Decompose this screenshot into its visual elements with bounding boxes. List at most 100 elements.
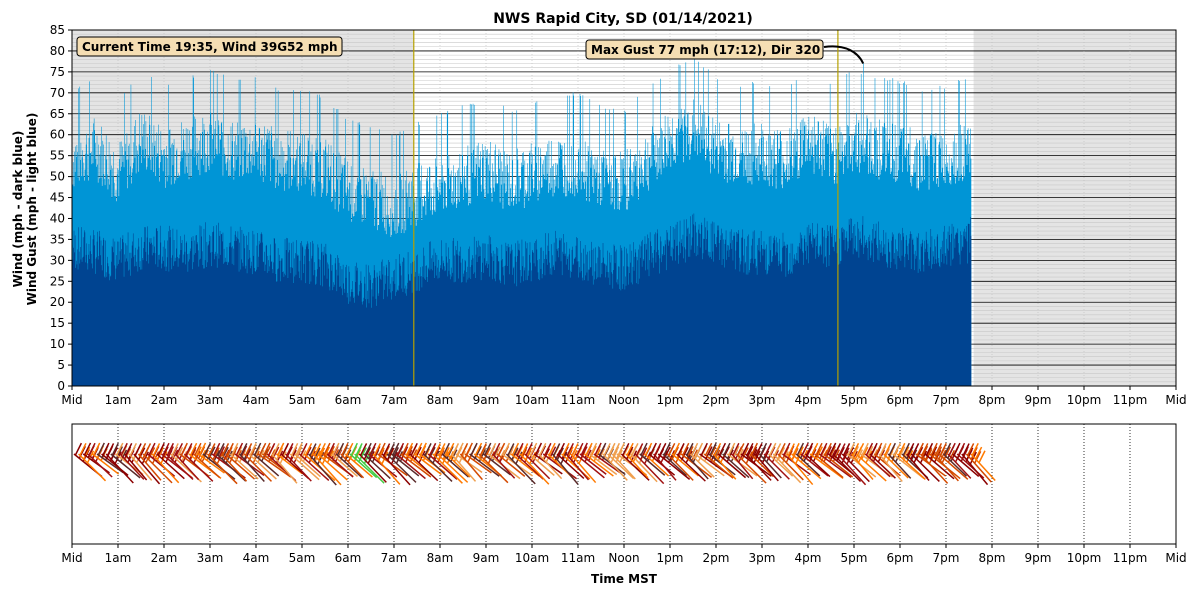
x-lower-tick-label: 11pm (1113, 551, 1148, 565)
wind-barb-feather (263, 442, 271, 456)
wind-barb-feather (846, 446, 855, 460)
wind-barb-staff (791, 453, 822, 480)
wind-barb-feather (924, 448, 933, 462)
wind-barb-feather (410, 442, 418, 456)
wind-barb-staff (326, 453, 354, 478)
wind-barb-feather (580, 442, 588, 456)
wind-barb-feather (166, 442, 175, 456)
x-upper-tick-label: 1pm (657, 393, 684, 407)
wind-barb-feather (171, 443, 179, 456)
wind-barb-staff (183, 453, 214, 482)
wind-barb-feather (102, 442, 110, 456)
wind-barb-feather (304, 446, 312, 460)
y-tick-label: 60 (50, 128, 65, 142)
wind-barb-feather (322, 446, 331, 460)
x-lower-tick-label: 1pm (657, 551, 684, 565)
wind-series (72, 213, 972, 386)
wind-barb-staff (354, 453, 385, 484)
wind-barb-feather (317, 447, 326, 461)
wind-barb-feather (493, 442, 501, 456)
x-lower-tick-label: 4pm (795, 551, 822, 565)
wind-barb-staff (878, 453, 903, 483)
wind-barb-staff (754, 453, 779, 482)
current-time-annotation: Current Time 19:35, Wind 39G52 mph (76, 36, 343, 57)
wind-barb-feather (750, 449, 758, 462)
wind-barb-feather (969, 451, 977, 465)
wind-barb-feather (924, 447, 933, 460)
wind-barb-feather (83, 446, 91, 460)
wind-barb-feather (79, 443, 87, 456)
wind-barb-staff (469, 453, 500, 477)
wind-barb-feather (123, 448, 132, 462)
wind-barb-staff (735, 453, 767, 484)
wind-barb-feather (332, 442, 340, 456)
wind-barb-staff (823, 453, 854, 478)
wind-barb-staff (924, 453, 955, 480)
wind-barb-feather (801, 442, 809, 456)
wind-barb-feather (382, 443, 391, 456)
wind-barb-feather (396, 442, 405, 456)
wind-barb-feather (672, 442, 680, 456)
wind-barb-feather (148, 442, 156, 456)
wind-barb-feather (769, 442, 777, 456)
x-lower-tick-label: Mid (1165, 551, 1186, 565)
wind-barb-staff (634, 453, 665, 485)
night-shade-1 (973, 30, 1176, 386)
wind-barb-feather (741, 442, 750, 456)
x-upper-tick-label: 6pm (887, 393, 914, 407)
wind-barb-feather (851, 442, 860, 456)
wind-barb-staff (372, 453, 401, 485)
y-tick-label: 15 (50, 316, 65, 330)
wind-barb-feather (973, 450, 982, 464)
x-upper-tick-label: 7am (381, 393, 408, 407)
x-lower-tick-label: 3am (197, 551, 224, 565)
y-tick-label: 70 (50, 86, 65, 100)
y-tick-label: 20 (50, 295, 65, 309)
wind-barb-staff (193, 453, 221, 479)
wind-barb-feather (286, 443, 294, 456)
wind-barb-staff (910, 453, 940, 482)
y-tick-label: 50 (50, 170, 65, 184)
wind-barb-staff (294, 453, 322, 478)
wind-barb-feather (690, 442, 699, 456)
wind-barb-staff (349, 453, 378, 479)
max-gust-arrow (823, 45, 865, 64)
wind-barb-feather (925, 442, 934, 456)
wind-barb-feather (460, 442, 469, 456)
x-lower-tick-label: 11am (561, 551, 595, 565)
x-upper-tick-label: Noon (608, 393, 639, 407)
wind-barb-feather (631, 443, 639, 456)
wind-barb-staff (630, 453, 658, 483)
wind-barb-staff (883, 453, 909, 479)
wind-barb-staff (119, 453, 145, 480)
wind-barb-staff (257, 453, 292, 478)
wind-barb-feather (415, 442, 423, 456)
wind-barb-feather (157, 442, 165, 456)
wind-barb-staff (837, 453, 867, 486)
wind-barb-feather (902, 446, 910, 460)
wind-barb-feather (571, 443, 579, 456)
x-axis-ticks-upper: Mid 1am 2am 3am 4am 5am 6am 7am 8am 9am 10am 11am No… (61, 386, 1187, 407)
x-upper-tick-label: 2am (151, 393, 178, 407)
wind-barb-staff (142, 453, 173, 484)
x-upper-tick-label: 5am (289, 393, 316, 407)
x-upper-tick-label: Mid (61, 393, 82, 407)
wind-barb-feather (180, 442, 188, 456)
wind-barb-feather (970, 447, 978, 460)
wind-barb-feather (953, 442, 961, 456)
wind-barb-feather (921, 443, 929, 456)
wind-barb-feather (898, 442, 906, 456)
wind-barb-feather (483, 447, 492, 460)
wind-barb-staff (395, 453, 426, 480)
wind-barb-staff (386, 453, 417, 483)
wind-barb-feather (152, 443, 161, 456)
wind-barb-feather (933, 449, 942, 463)
wind-barb-feather (553, 443, 561, 456)
x-lower-tick-label: 5am (289, 551, 316, 565)
wind-barb-feather (442, 442, 450, 456)
wind-barb-feather (626, 442, 634, 456)
wind-barb-feather (681, 446, 689, 460)
wind-barb-feather (414, 446, 422, 460)
wind-barb-feather (750, 442, 759, 456)
wind-barb-staff (174, 453, 200, 481)
